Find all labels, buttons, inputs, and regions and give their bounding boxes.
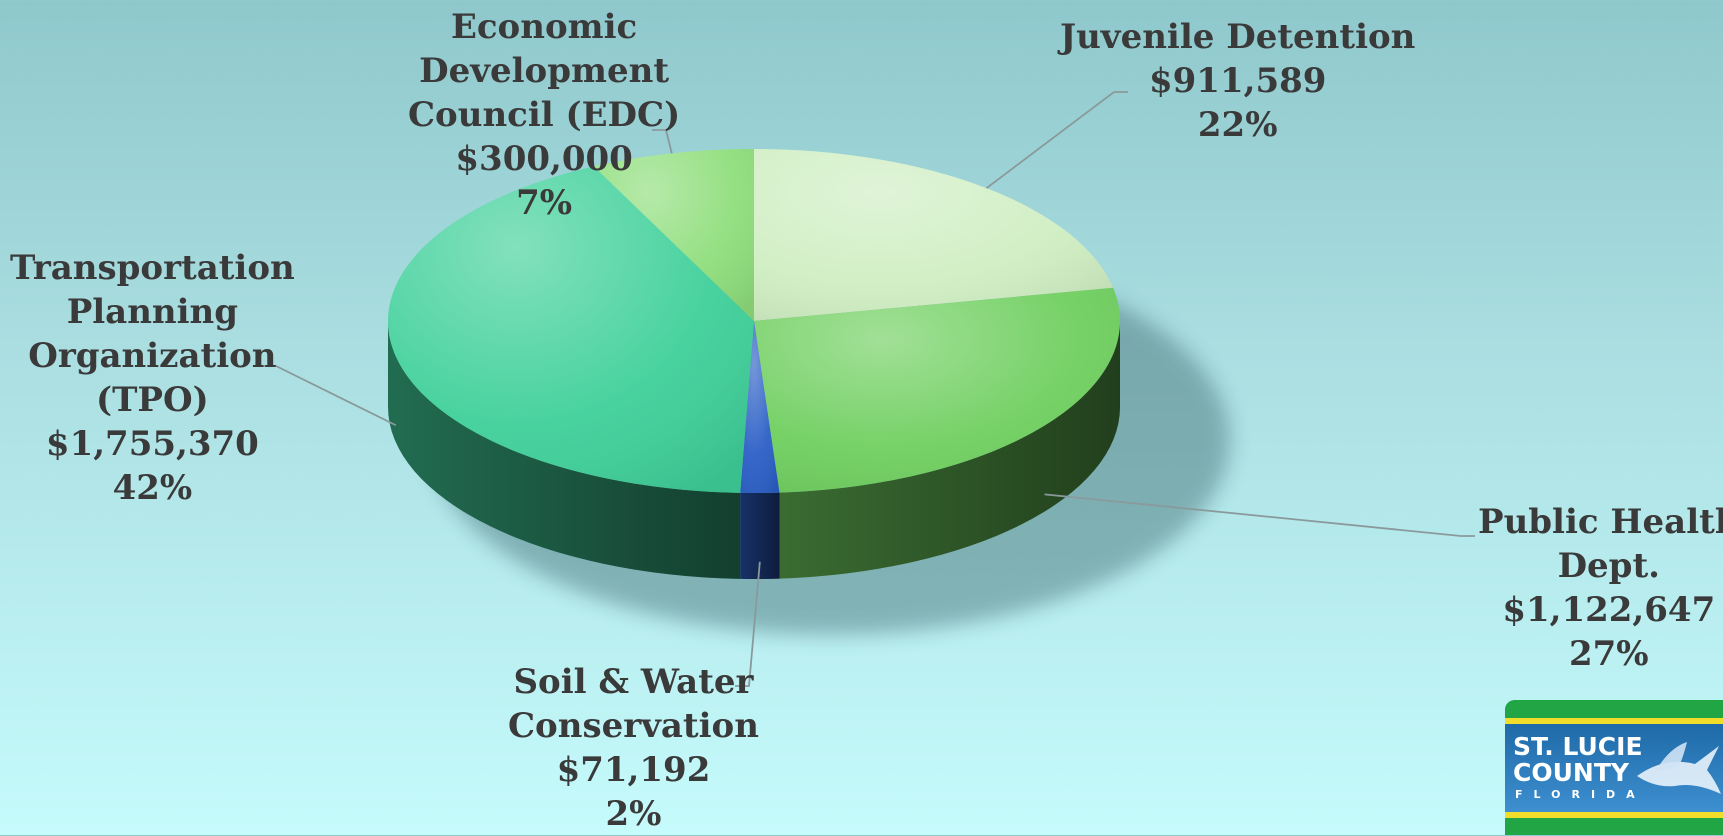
logo-line-3: FLORIDA bbox=[1515, 788, 1646, 801]
slice-label-name: Juvenile Detention bbox=[1060, 17, 1416, 57]
pie-slice-side-shade bbox=[388, 321, 741, 579]
slice-label-percent: 22% bbox=[1197, 105, 1278, 145]
slice-label-public-health: Public Health Dept. $1,122,647 27% bbox=[1478, 500, 1723, 676]
slice-label-percent: 42% bbox=[112, 468, 193, 508]
slice-label-amount: $1,122,647 bbox=[1502, 590, 1716, 630]
slice-label-percent: 2% bbox=[605, 794, 662, 834]
slice-label-name: Economic bbox=[450, 7, 638, 47]
slice-label-name: Dept. bbox=[1557, 546, 1660, 586]
slice-label-name: Conservation bbox=[508, 706, 759, 746]
leader-line-4 bbox=[652, 129, 673, 154]
slice-label-percent: 27% bbox=[1568, 634, 1649, 674]
pie-slice-shine bbox=[754, 287, 1120, 493]
pie-slice-side-shade bbox=[779, 321, 1120, 579]
pie-slice-shine bbox=[754, 149, 1114, 321]
slice-label-amount: $300,000 bbox=[455, 139, 633, 179]
slice-label-name: Transportation bbox=[10, 248, 295, 288]
slice-label-tpo: Transportation Planning Organization (TP… bbox=[10, 246, 295, 510]
leader-line-3 bbox=[262, 365, 397, 427]
slice-label-percent: 7% bbox=[516, 183, 573, 223]
slice-label-amount: $71,192 bbox=[556, 750, 711, 790]
st-lucie-county-logo: ST. LUCIE COUNTY FLORIDA bbox=[1505, 700, 1723, 835]
pie-slice-side-shade bbox=[740, 492, 780, 579]
leader-line-0 bbox=[985, 91, 1128, 189]
slice-label-amount: $911,589 bbox=[1148, 61, 1327, 101]
pie-slice-shine bbox=[740, 321, 780, 493]
logo-line-1: ST. LUCIE bbox=[1513, 732, 1643, 761]
slice-label-name: Planning bbox=[66, 292, 239, 332]
slice-label-name: Public Health bbox=[1478, 502, 1723, 542]
slice-label-name: Organization bbox=[28, 336, 277, 376]
leader-line-1 bbox=[1044, 493, 1475, 537]
pie-slice-shine bbox=[593, 149, 754, 321]
sailfish-icon bbox=[1637, 742, 1721, 794]
slice-label-juvenile-detention: Juvenile Detention $911,589 22% bbox=[1060, 15, 1415, 147]
slice-label-name: Development bbox=[419, 51, 670, 91]
slice-label-name: Council (EDC) bbox=[408, 95, 681, 135]
logo-line-2: COUNTY bbox=[1513, 758, 1629, 787]
slice-label-amount: $1,755,370 bbox=[45, 424, 259, 464]
pie-slice-shine bbox=[387, 166, 754, 493]
slice-label-edc: Economic Development Council (EDC) $300,… bbox=[408, 5, 680, 225]
slice-label-soil-water: Soil & Water Conservation $71,192 2% bbox=[508, 660, 759, 836]
slice-label-name: Soil & Water bbox=[513, 662, 754, 702]
slice-label-name: (TPO) bbox=[96, 380, 209, 420]
leader-line-2 bbox=[735, 561, 761, 687]
